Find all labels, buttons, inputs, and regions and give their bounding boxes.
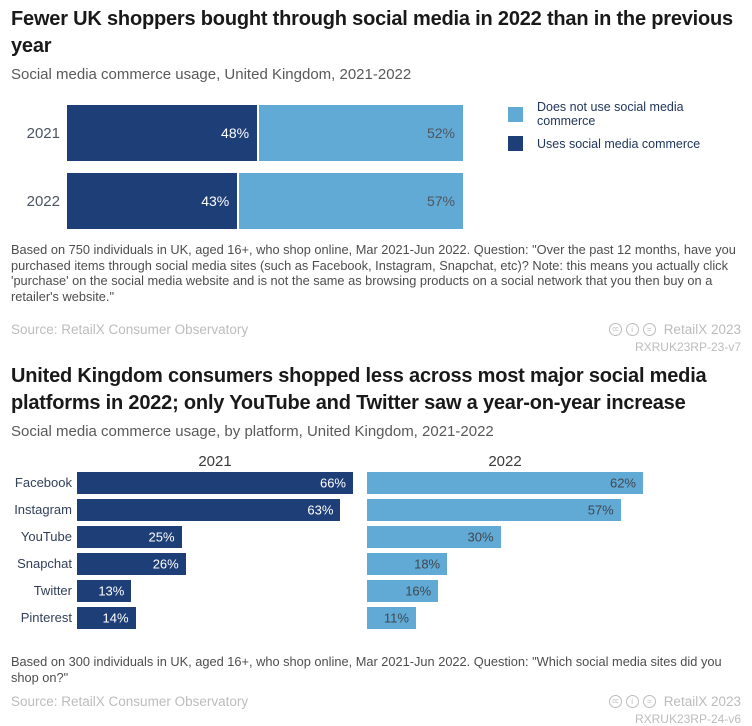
chart1-footnote: Based on 750 individuals in UK, aged 16+… [11,242,736,304]
chart1-rows: 2021 48% 52% 2022 43% 57% [11,105,463,229]
legend-item-uses: Uses social media commerce [508,136,741,151]
legend-label: Does not use social media commerce [537,100,684,128]
value-label: 30% [467,529,494,545]
chart1-bar-track: 43% 57% [67,173,463,229]
chart2-source: Source: RetailX Consumer Observatory [11,694,249,709]
value-label: 18% [414,556,441,572]
chart1-year-label: 2021 [26,124,60,142]
chart2-category-label: YouTube [20,529,72,544]
bar-segment-does-not-use: 57% [237,173,463,229]
cc-icon: cc [608,323,622,336]
chart2-category-label: Pinterest [20,610,72,625]
chart2-credit-row: cc i = RetailX 2023 [608,694,741,709]
legend-label: Uses social media commerce [537,136,701,151]
value-label: 63% [307,502,334,518]
value-label: 62% [609,475,636,491]
chart1-legend: Does not use social media commerce Uses … [508,100,741,159]
chart1-subtitle: Social media commerce usage, United King… [11,66,412,83]
chart2-bar: 11% [367,607,416,629]
chart1-version: RXRUK23RP-23-v7 [634,340,741,354]
chart2-bar: 26% [77,553,186,575]
cc-icon: cc [608,695,622,708]
chart2-bar: 57% [367,499,621,521]
chart2-bar: 25% [77,526,182,548]
legend-swatch-light-blue [508,106,523,122]
value-label: 57% [426,193,455,209]
chart2-category-labels: Facebook Instagram YouTube Snapchat Twitter P… [11,472,77,634]
chart2-credit-block: cc i = RetailX 2023 RXRUK23RP-24-v6 [608,694,741,726]
legend-swatch-dark-blue [508,136,523,151]
chart2-category-label: Twitter [33,583,72,598]
chart2-title-block: United Kingdom consumers shopped less ac… [11,363,741,442]
chart1-plot-area: 2021 48% 52% 2022 43% 57% Does not use social… [11,100,741,229]
chart1-title: Fewer UK shoppers bought through social … [11,8,733,57]
chart2-credit: RetailX 2023 [663,694,741,709]
chart1-year-label: 2022 [26,192,60,210]
value-label: 16% [405,583,432,599]
chart2-header-spacer [11,454,77,470]
cc-by-icon: i [625,323,639,336]
chart1-row: 2022 43% 57% [11,173,463,229]
value-label: 43% [201,193,230,209]
value-label: 14% [102,610,129,626]
chart2-plot-area: Facebook Instagram YouTube Snapchat Twitter P… [11,472,741,634]
legend-item-does-not-use: Does not use social media commerce [508,100,741,128]
value-label: 11% [383,610,409,626]
chart2-bar: 18% [367,553,448,575]
chart2-panel-headers: 2021 2022 [11,454,741,470]
value-label: 48% [221,125,250,141]
cc-by-icon: i [625,695,639,708]
value-label: 25% [148,529,175,545]
chart1-bar-track: 48% 52% [67,105,463,161]
bar-segment-does-not-use: 52% [257,105,463,161]
chart2-bar: 66% [77,472,353,494]
chart2-panel-header-2022: 2022 [488,453,522,470]
chart1-row: 2021 48% 52% [11,105,463,161]
cc-nd-icon: = [642,323,656,336]
chart1-credit: RetailX 2023 [663,322,741,337]
chart2-panel-2022: 62% 57% 30% 18% 16% 11% [367,472,643,634]
chart2-panel-header-2021: 2021 [198,453,232,470]
chart2-category-label: Facebook [14,475,72,490]
chart1-source-row: Source: RetailX Consumer Observatory cc … [11,322,741,354]
chart2-source-row: Source: RetailX Consumer Observatory cc … [11,694,741,726]
chart2-footnote: Based on 300 individuals in UK, aged 16+… [11,654,722,685]
cc-nd-icon: = [642,695,656,708]
chart2-panel-2021: 66% 63% 25% 26% 13% 14% [77,472,353,634]
chart2-bar: 63% [77,499,341,521]
chart2-title: United Kingdom consumers shopped less ac… [11,365,707,414]
chart1-credit-row: cc i = RetailX 2023 [608,322,741,337]
chart2-bar: 16% [367,580,439,602]
chart2-bar: 13% [77,580,132,602]
value-label: 66% [319,475,346,491]
chart2-bar: 14% [77,607,136,629]
chart2-category-label: Snapchat [17,556,72,571]
chart2-subtitle: Social media commerce usage, by platform… [11,423,494,440]
bar-segment-uses: 48% [67,105,258,161]
chart2-bar: 30% [367,526,501,548]
chart1-source: Source: RetailX Consumer Observatory [11,322,249,337]
chart2-bar: 62% [367,472,643,494]
chart2-category-label: Instagram [14,502,72,517]
value-label: 57% [587,502,614,518]
value-label: 26% [152,556,179,572]
chart2-version: RXRUK23RP-24-v6 [634,712,741,726]
value-label: 52% [426,125,455,141]
bar-segment-uses: 43% [67,173,238,229]
chart1-credit-block: cc i = RetailX 2023 RXRUK23RP-23-v7 [608,322,741,354]
value-label: 13% [98,583,125,599]
